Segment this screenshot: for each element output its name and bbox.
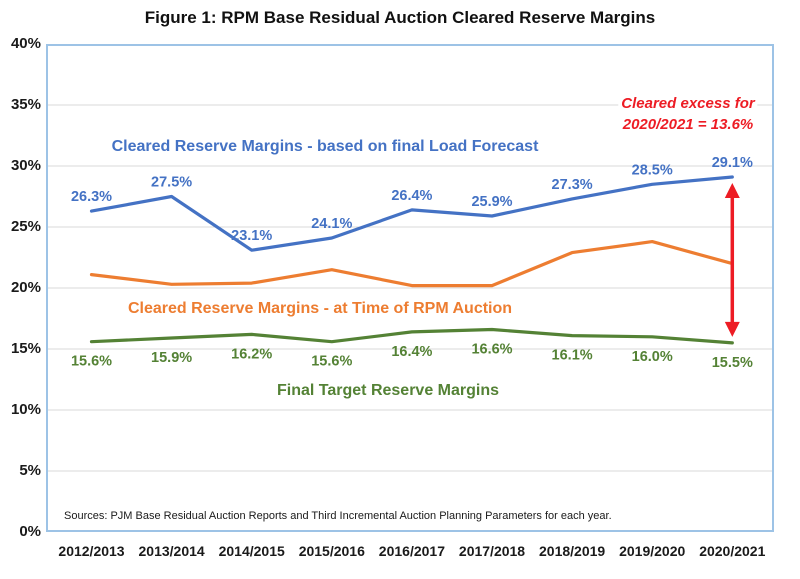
y-axis-label: 30% <box>10 157 41 174</box>
y-axis-label: 20% <box>10 279 41 296</box>
y-axis-label: 10% <box>10 401 41 418</box>
annotation-line-1: Cleared excess for <box>621 95 755 112</box>
chart-title: Figure 1: RPM Base Residual Auction Clea… <box>144 8 656 27</box>
source-note: Sources: PJM Base Residual Auction Repor… <box>64 510 612 522</box>
annotation-line-2: 2020/2021 = 13.6% <box>622 116 754 133</box>
series-label-final-target: Final Target Reserve Margins <box>277 382 499 399</box>
x-axis-label: 2015/2016 <box>298 543 365 559</box>
y-axis-label: 0% <box>19 523 41 540</box>
x-axis-label: 2018/2019 <box>539 543 606 559</box>
x-axis-label: 2012/2013 <box>58 543 125 559</box>
y-axis-label: 35% <box>10 96 41 113</box>
y-axis-label: 5% <box>19 462 41 479</box>
series-label-load-forecast: Cleared Reserve Margins - based on final… <box>111 138 539 155</box>
x-axis-label: 2014/2015 <box>218 543 285 559</box>
cleared-excess-annotation: Cleared excess for 2020/2021 = 13.6% <box>618 93 758 135</box>
y-axis-label: 40% <box>10 35 41 52</box>
x-axis-label: 2020/2021 <box>699 543 766 559</box>
y-axis-label: 15% <box>10 340 41 357</box>
x-axis-label: 2017/2018 <box>458 543 526 559</box>
series-label-rpm-auction: Cleared Reserve Margins - at Time of RPM… <box>127 300 513 317</box>
x-axis-label: 2019/2020 <box>619 543 686 559</box>
x-axis-label: 2013/2014 <box>138 543 205 559</box>
x-axis-label: 2016/2017 <box>378 543 445 559</box>
y-axis-label: 25% <box>10 218 41 235</box>
